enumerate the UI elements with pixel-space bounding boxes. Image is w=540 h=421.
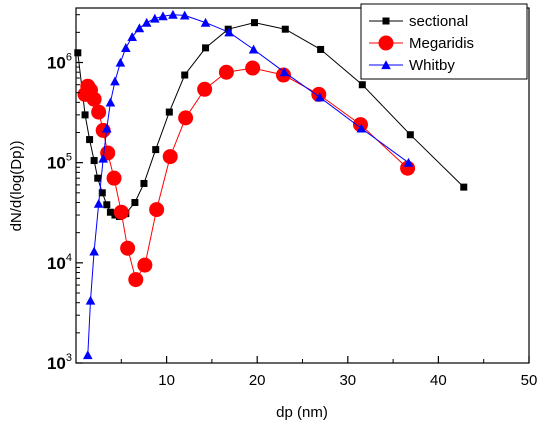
series-whitby [82, 9, 414, 360]
data-point [110, 76, 120, 86]
data-point [245, 60, 261, 76]
data-point [137, 257, 153, 273]
y-tick-base: 10 [47, 53, 66, 72]
data-point [352, 117, 368, 133]
legend-item: sectional [369, 13, 468, 30]
data-point [103, 201, 111, 209]
legend-label: sectional [409, 13, 468, 30]
data-point [115, 57, 126, 67]
data-point [356, 123, 367, 133]
x-tick-label: 30 [339, 372, 356, 389]
x-tick-label: 40 [430, 372, 447, 389]
data-point [224, 25, 232, 33]
data-point [403, 157, 414, 167]
data-point [281, 25, 289, 33]
legend-marker [378, 35, 394, 51]
data-point [81, 111, 89, 119]
legend-item: Whitby [369, 57, 455, 74]
data-point [98, 153, 108, 163]
data-point [149, 202, 165, 218]
series-layer [74, 9, 468, 360]
data-point [460, 183, 468, 191]
y-tick-exponent: 6 [66, 51, 72, 63]
x-tick-label: 50 [521, 372, 538, 389]
y-tick-label: 106 [47, 51, 72, 72]
legend-label: Megaridis [409, 35, 474, 52]
legend-label: Whitby [409, 57, 455, 74]
series-megaridis [77, 60, 416, 288]
legend: sectional Megaridis Whitby [360, 3, 528, 80]
data-point [168, 9, 178, 19]
data-point [158, 11, 168, 21]
data-point [85, 295, 96, 305]
y-tick-exponent: 3 [66, 352, 72, 364]
data-point [93, 198, 104, 208]
data-point [218, 64, 234, 80]
data-point [86, 136, 94, 144]
data-point [141, 17, 152, 27]
y-tick-exponent: 5 [66, 152, 72, 164]
data-point [121, 43, 131, 52]
x-tick-label: 20 [249, 372, 266, 389]
data-point [82, 350, 93, 360]
data-point [102, 123, 112, 133]
data-point [162, 149, 178, 165]
data-point [90, 157, 98, 165]
data-point [406, 131, 414, 139]
data-point [74, 49, 82, 57]
y-tick-base: 10 [47, 354, 66, 373]
data-point [178, 110, 194, 126]
data-point [134, 23, 145, 33]
data-point [89, 246, 99, 256]
data-point [165, 108, 173, 116]
data-point [128, 272, 144, 288]
data-point [202, 44, 210, 52]
data-point [120, 240, 136, 256]
x-axis-title: dp (nm) [276, 404, 328, 421]
data-point [248, 44, 259, 54]
y-tick-base: 10 [47, 154, 66, 173]
data-point [181, 71, 189, 79]
data-point [94, 174, 102, 182]
data-point [106, 170, 122, 186]
data-point [197, 81, 213, 97]
data-point [224, 27, 234, 37]
x-tick-label: 10 [158, 372, 175, 389]
legend-item: Megaridis [369, 35, 474, 52]
data-point [105, 97, 116, 107]
data-point [279, 67, 290, 77]
data-point [91, 104, 107, 120]
legend-items: sectional Megaridis Whitby [369, 13, 474, 74]
data-point [98, 189, 106, 197]
y-tick-label: 103 [47, 352, 72, 373]
y-tick-label: 104 [47, 252, 72, 273]
y-tick-exponent: 4 [66, 252, 72, 264]
legend-marker [381, 60, 391, 70]
y-tick-label: 105 [47, 152, 72, 173]
data-point [179, 10, 190, 20]
data-point [113, 204, 129, 220]
data-point [106, 208, 114, 216]
data-point [86, 91, 102, 107]
data-point [131, 199, 139, 207]
data-point [140, 179, 148, 187]
data-point [150, 13, 160, 23]
legend-marker [382, 17, 390, 25]
data-point [127, 32, 137, 42]
data-point [152, 146, 160, 154]
data-point [317, 45, 325, 53]
y-axis-title: dN/d(log(Dp)) [8, 141, 25, 232]
data-point [358, 81, 366, 89]
y-tick-base: 10 [47, 254, 66, 273]
data-point [250, 19, 258, 27]
data-point [314, 92, 325, 102]
data-point [200, 17, 211, 27]
